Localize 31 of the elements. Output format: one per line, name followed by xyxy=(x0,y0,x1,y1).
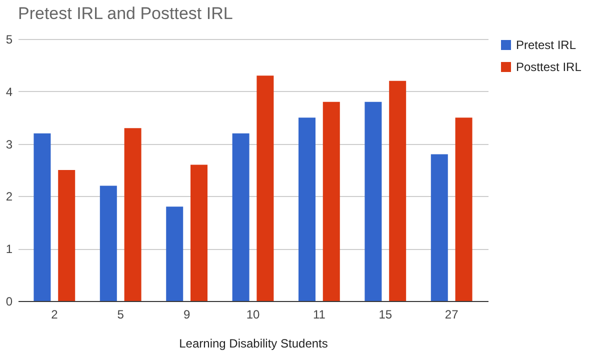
bar xyxy=(124,128,142,301)
bar xyxy=(58,170,76,301)
x-tick-label: 9 xyxy=(183,308,190,322)
chart-title: Pretest IRL and Posttest IRL xyxy=(18,4,233,23)
x-tick-label: 10 xyxy=(246,308,260,322)
x-tick-label: 15 xyxy=(378,308,392,322)
bar xyxy=(256,76,274,301)
bar xyxy=(166,206,184,301)
bar xyxy=(34,133,51,301)
bar xyxy=(298,118,316,301)
y-tick-label: 1 xyxy=(6,242,13,256)
x-tick-label: 11 xyxy=(312,308,326,322)
bar xyxy=(455,118,472,301)
bar xyxy=(430,154,448,301)
y-tick-label: 3 xyxy=(6,137,13,152)
y-tick-label: 5 xyxy=(6,32,13,46)
y-tick-label: 4 xyxy=(6,84,13,99)
y-tick-label: 0 xyxy=(6,294,13,308)
bar xyxy=(232,133,250,301)
bar xyxy=(100,186,117,301)
x-tick-label: 27 xyxy=(444,308,459,322)
y-tick-label: 2 xyxy=(6,190,13,204)
bar xyxy=(322,102,340,301)
x-axis-title: Learning Disability Students xyxy=(179,336,328,350)
x-tick-label: 2 xyxy=(51,308,58,322)
bar xyxy=(389,80,406,301)
bar xyxy=(364,102,382,301)
bar xyxy=(190,164,208,301)
x-tick-label: 5 xyxy=(117,308,124,322)
legend-label: Posttest IRL xyxy=(516,60,582,74)
legend-label: Pretest IRL xyxy=(516,38,576,52)
